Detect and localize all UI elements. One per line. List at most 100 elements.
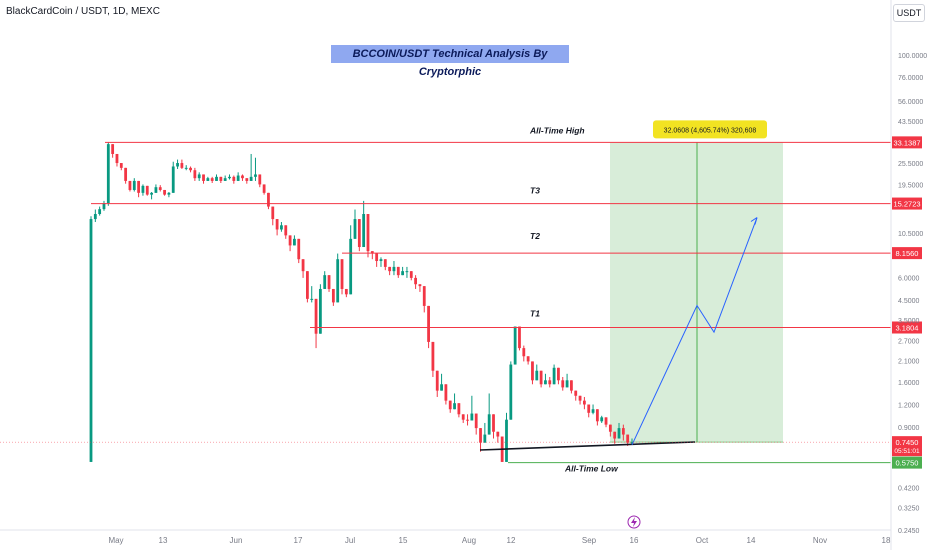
candle [310, 286, 314, 303]
candle [409, 271, 413, 281]
candle [357, 219, 361, 252]
y-tick-label: 19.5000 [898, 182, 923, 189]
candle-body [236, 175, 240, 181]
candle [193, 167, 197, 181]
candle-body [314, 298, 318, 334]
x-tick-label: 16 [630, 536, 639, 545]
candle-body [349, 238, 353, 295]
candle [526, 356, 530, 365]
candle [228, 174, 231, 180]
candle [552, 364, 556, 385]
candle-body [518, 326, 521, 349]
candle [206, 176, 210, 181]
candle [202, 174, 205, 184]
candle [93, 209, 97, 223]
candle [582, 396, 586, 410]
candle [513, 326, 517, 365]
candle [219, 176, 223, 184]
drawings [0, 217, 891, 451]
candle [362, 200, 366, 248]
candle-body [331, 288, 335, 303]
candle-body [535, 370, 539, 381]
candle [210, 176, 214, 184]
candle-body [249, 176, 253, 181]
candle-body [163, 189, 166, 195]
y-tick-label: 43.5000 [898, 119, 923, 126]
level-price-tag [892, 197, 922, 210]
candle-body [150, 192, 153, 195]
candle [344, 288, 348, 298]
level-t2: T2 8.1560 [342, 231, 922, 260]
y-tick-label: 0.2450 [898, 528, 920, 535]
candle-body [158, 187, 162, 190]
candle-body [193, 170, 197, 179]
support-trendline [479, 441, 696, 451]
current-price: 0.7450 [896, 438, 919, 447]
candle-body [492, 414, 495, 432]
candle-body [505, 419, 508, 462]
candle-body [531, 361, 534, 381]
level-price: 3.1804 [896, 324, 919, 333]
x-tick-label: 15 [399, 536, 408, 545]
candle-body [128, 180, 132, 190]
y-tick-label: 0.4200 [898, 485, 920, 492]
candle-body [357, 219, 361, 248]
candle [89, 216, 93, 462]
candle-body [301, 259, 305, 272]
candle-body [600, 417, 604, 422]
candle-body [180, 163, 184, 168]
candle [158, 185, 162, 192]
candle-body [483, 434, 487, 443]
candle [405, 266, 409, 278]
candle-body [422, 286, 426, 306]
candle [176, 159, 179, 169]
candle-body [608, 424, 612, 432]
candle [275, 219, 279, 236]
candle-body [388, 266, 392, 272]
candle [470, 395, 474, 421]
candle-body [470, 413, 474, 421]
candle [102, 200, 106, 211]
candle-body [427, 305, 430, 342]
currency-button[interactable]: USDT [893, 4, 925, 22]
candle-body [544, 380, 547, 385]
candle [271, 206, 275, 226]
candle [422, 286, 426, 313]
candle [331, 288, 335, 306]
candle-body [228, 176, 231, 179]
candle-body [466, 419, 469, 421]
level-price: 8.1560 [896, 249, 919, 258]
candle [370, 251, 374, 260]
candle-body [115, 153, 119, 164]
candle [280, 222, 283, 232]
candle [453, 393, 456, 410]
candle-body [176, 163, 179, 167]
candle-body [232, 176, 236, 181]
candle [604, 417, 608, 428]
candle-body [379, 259, 383, 262]
candle [189, 166, 192, 173]
candle [535, 364, 539, 381]
candle-body [630, 442, 634, 444]
candle [595, 409, 599, 426]
candle-body [167, 192, 171, 195]
candle [431, 341, 435, 377]
candle-body [570, 380, 573, 391]
level-price-tag [892, 321, 922, 334]
y-tick-label: 56.0000 [898, 99, 923, 106]
candle [396, 266, 400, 278]
level-price: 0.5750 [896, 459, 919, 468]
candle [215, 174, 218, 181]
candle [349, 225, 353, 295]
y-tick-label: 25.5000 [898, 161, 923, 168]
candle-body [310, 298, 314, 300]
candle [301, 259, 305, 278]
candle-body [595, 409, 599, 422]
candle [241, 174, 244, 181]
level-label: T2 [530, 231, 540, 241]
candle [375, 253, 379, 267]
candle-body [383, 259, 387, 267]
candle [479, 428, 482, 452]
